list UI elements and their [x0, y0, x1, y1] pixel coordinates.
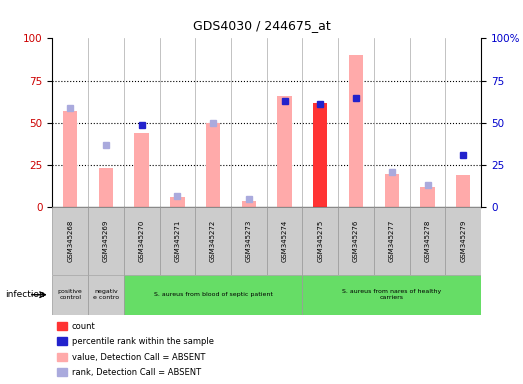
- Bar: [206, 123, 220, 207]
- Bar: [56, 322, 67, 330]
- Bar: [338, 207, 374, 275]
- Text: value, Detection Call = ABSENT: value, Detection Call = ABSENT: [72, 353, 205, 362]
- Bar: [99, 169, 113, 207]
- Bar: [302, 207, 338, 275]
- Text: GSM345273: GSM345273: [246, 220, 252, 262]
- Bar: [384, 174, 399, 207]
- Text: GSM345277: GSM345277: [389, 220, 395, 262]
- Bar: [88, 275, 124, 315]
- Text: GSM345269: GSM345269: [103, 220, 109, 262]
- Text: GSM345279: GSM345279: [460, 220, 467, 262]
- Text: GSM345270: GSM345270: [139, 220, 145, 262]
- Bar: [52, 207, 88, 275]
- Text: GDS4030 / 244675_at: GDS4030 / 244675_at: [192, 19, 331, 32]
- Text: count: count: [72, 322, 95, 331]
- Text: GSM345271: GSM345271: [174, 220, 180, 262]
- Bar: [456, 175, 471, 207]
- Bar: [349, 55, 363, 207]
- Text: GSM345275: GSM345275: [317, 220, 323, 262]
- Bar: [124, 207, 160, 275]
- Text: rank, Detection Call = ABSENT: rank, Detection Call = ABSENT: [72, 368, 201, 377]
- Bar: [420, 187, 435, 207]
- Text: S. aureus from nares of healthy
carriers: S. aureus from nares of healthy carriers: [342, 289, 441, 300]
- Bar: [52, 275, 88, 315]
- Bar: [242, 200, 256, 207]
- Bar: [313, 103, 327, 207]
- Bar: [302, 275, 481, 315]
- Bar: [277, 96, 292, 207]
- Bar: [170, 197, 185, 207]
- Text: GSM345268: GSM345268: [67, 220, 73, 262]
- Bar: [267, 207, 302, 275]
- Text: GSM345272: GSM345272: [210, 220, 216, 262]
- Bar: [124, 275, 302, 315]
- Text: S. aureus from blood of septic patient: S. aureus from blood of septic patient: [154, 292, 272, 297]
- Text: negativ
e contro: negativ e contro: [93, 289, 119, 300]
- Bar: [410, 207, 446, 275]
- Text: percentile rank within the sample: percentile rank within the sample: [72, 337, 213, 346]
- Bar: [88, 207, 124, 275]
- Bar: [231, 207, 267, 275]
- Text: positive
control: positive control: [58, 289, 83, 300]
- Bar: [56, 368, 67, 376]
- Bar: [56, 338, 67, 346]
- Bar: [195, 207, 231, 275]
- Text: GSM345276: GSM345276: [353, 220, 359, 262]
- Text: infection: infection: [5, 290, 45, 299]
- Bar: [446, 207, 481, 275]
- Text: GSM345274: GSM345274: [281, 220, 288, 262]
- Bar: [374, 207, 410, 275]
- Bar: [134, 133, 149, 207]
- Bar: [160, 207, 195, 275]
- Bar: [63, 111, 77, 207]
- Bar: [56, 353, 67, 361]
- Text: GSM345278: GSM345278: [425, 220, 430, 262]
